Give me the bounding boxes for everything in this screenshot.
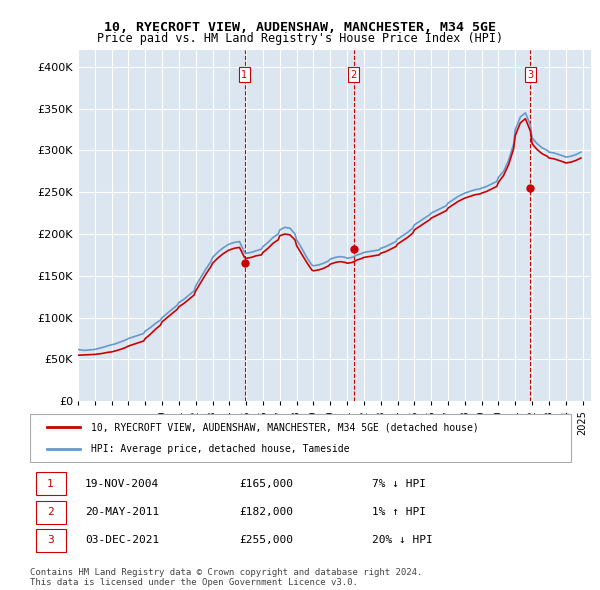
Text: Contains HM Land Registry data © Crown copyright and database right 2024.: Contains HM Land Registry data © Crown c…: [30, 568, 422, 576]
Text: 20-MAY-2011: 20-MAY-2011: [85, 507, 160, 517]
FancyBboxPatch shape: [35, 529, 66, 552]
Text: 2: 2: [351, 70, 357, 80]
Text: £182,000: £182,000: [240, 507, 294, 517]
Text: 1% ↑ HPI: 1% ↑ HPI: [372, 507, 426, 517]
Text: £255,000: £255,000: [240, 536, 294, 545]
Text: 20% ↓ HPI: 20% ↓ HPI: [372, 536, 433, 545]
Text: 19-NOV-2004: 19-NOV-2004: [85, 479, 160, 489]
FancyBboxPatch shape: [30, 414, 571, 462]
Text: 3: 3: [527, 70, 533, 80]
Text: 1: 1: [241, 70, 248, 80]
Text: HPI: Average price, detached house, Tameside: HPI: Average price, detached house, Tame…: [91, 444, 349, 454]
Text: 2: 2: [47, 507, 54, 517]
Text: 7% ↓ HPI: 7% ↓ HPI: [372, 479, 426, 489]
Text: £165,000: £165,000: [240, 479, 294, 489]
Text: This data is licensed under the Open Government Licence v3.0.: This data is licensed under the Open Gov…: [30, 578, 358, 587]
Text: Price paid vs. HM Land Registry's House Price Index (HPI): Price paid vs. HM Land Registry's House …: [97, 32, 503, 45]
Text: 10, RYECROFT VIEW, AUDENSHAW, MANCHESTER, M34 5GE (detached house): 10, RYECROFT VIEW, AUDENSHAW, MANCHESTER…: [91, 422, 478, 432]
Text: 10, RYECROFT VIEW, AUDENSHAW, MANCHESTER, M34 5GE: 10, RYECROFT VIEW, AUDENSHAW, MANCHESTER…: [104, 21, 496, 34]
FancyBboxPatch shape: [35, 472, 66, 496]
Text: 03-DEC-2021: 03-DEC-2021: [85, 536, 160, 545]
Text: 3: 3: [47, 536, 54, 545]
FancyBboxPatch shape: [35, 500, 66, 524]
Text: 1: 1: [47, 479, 54, 489]
